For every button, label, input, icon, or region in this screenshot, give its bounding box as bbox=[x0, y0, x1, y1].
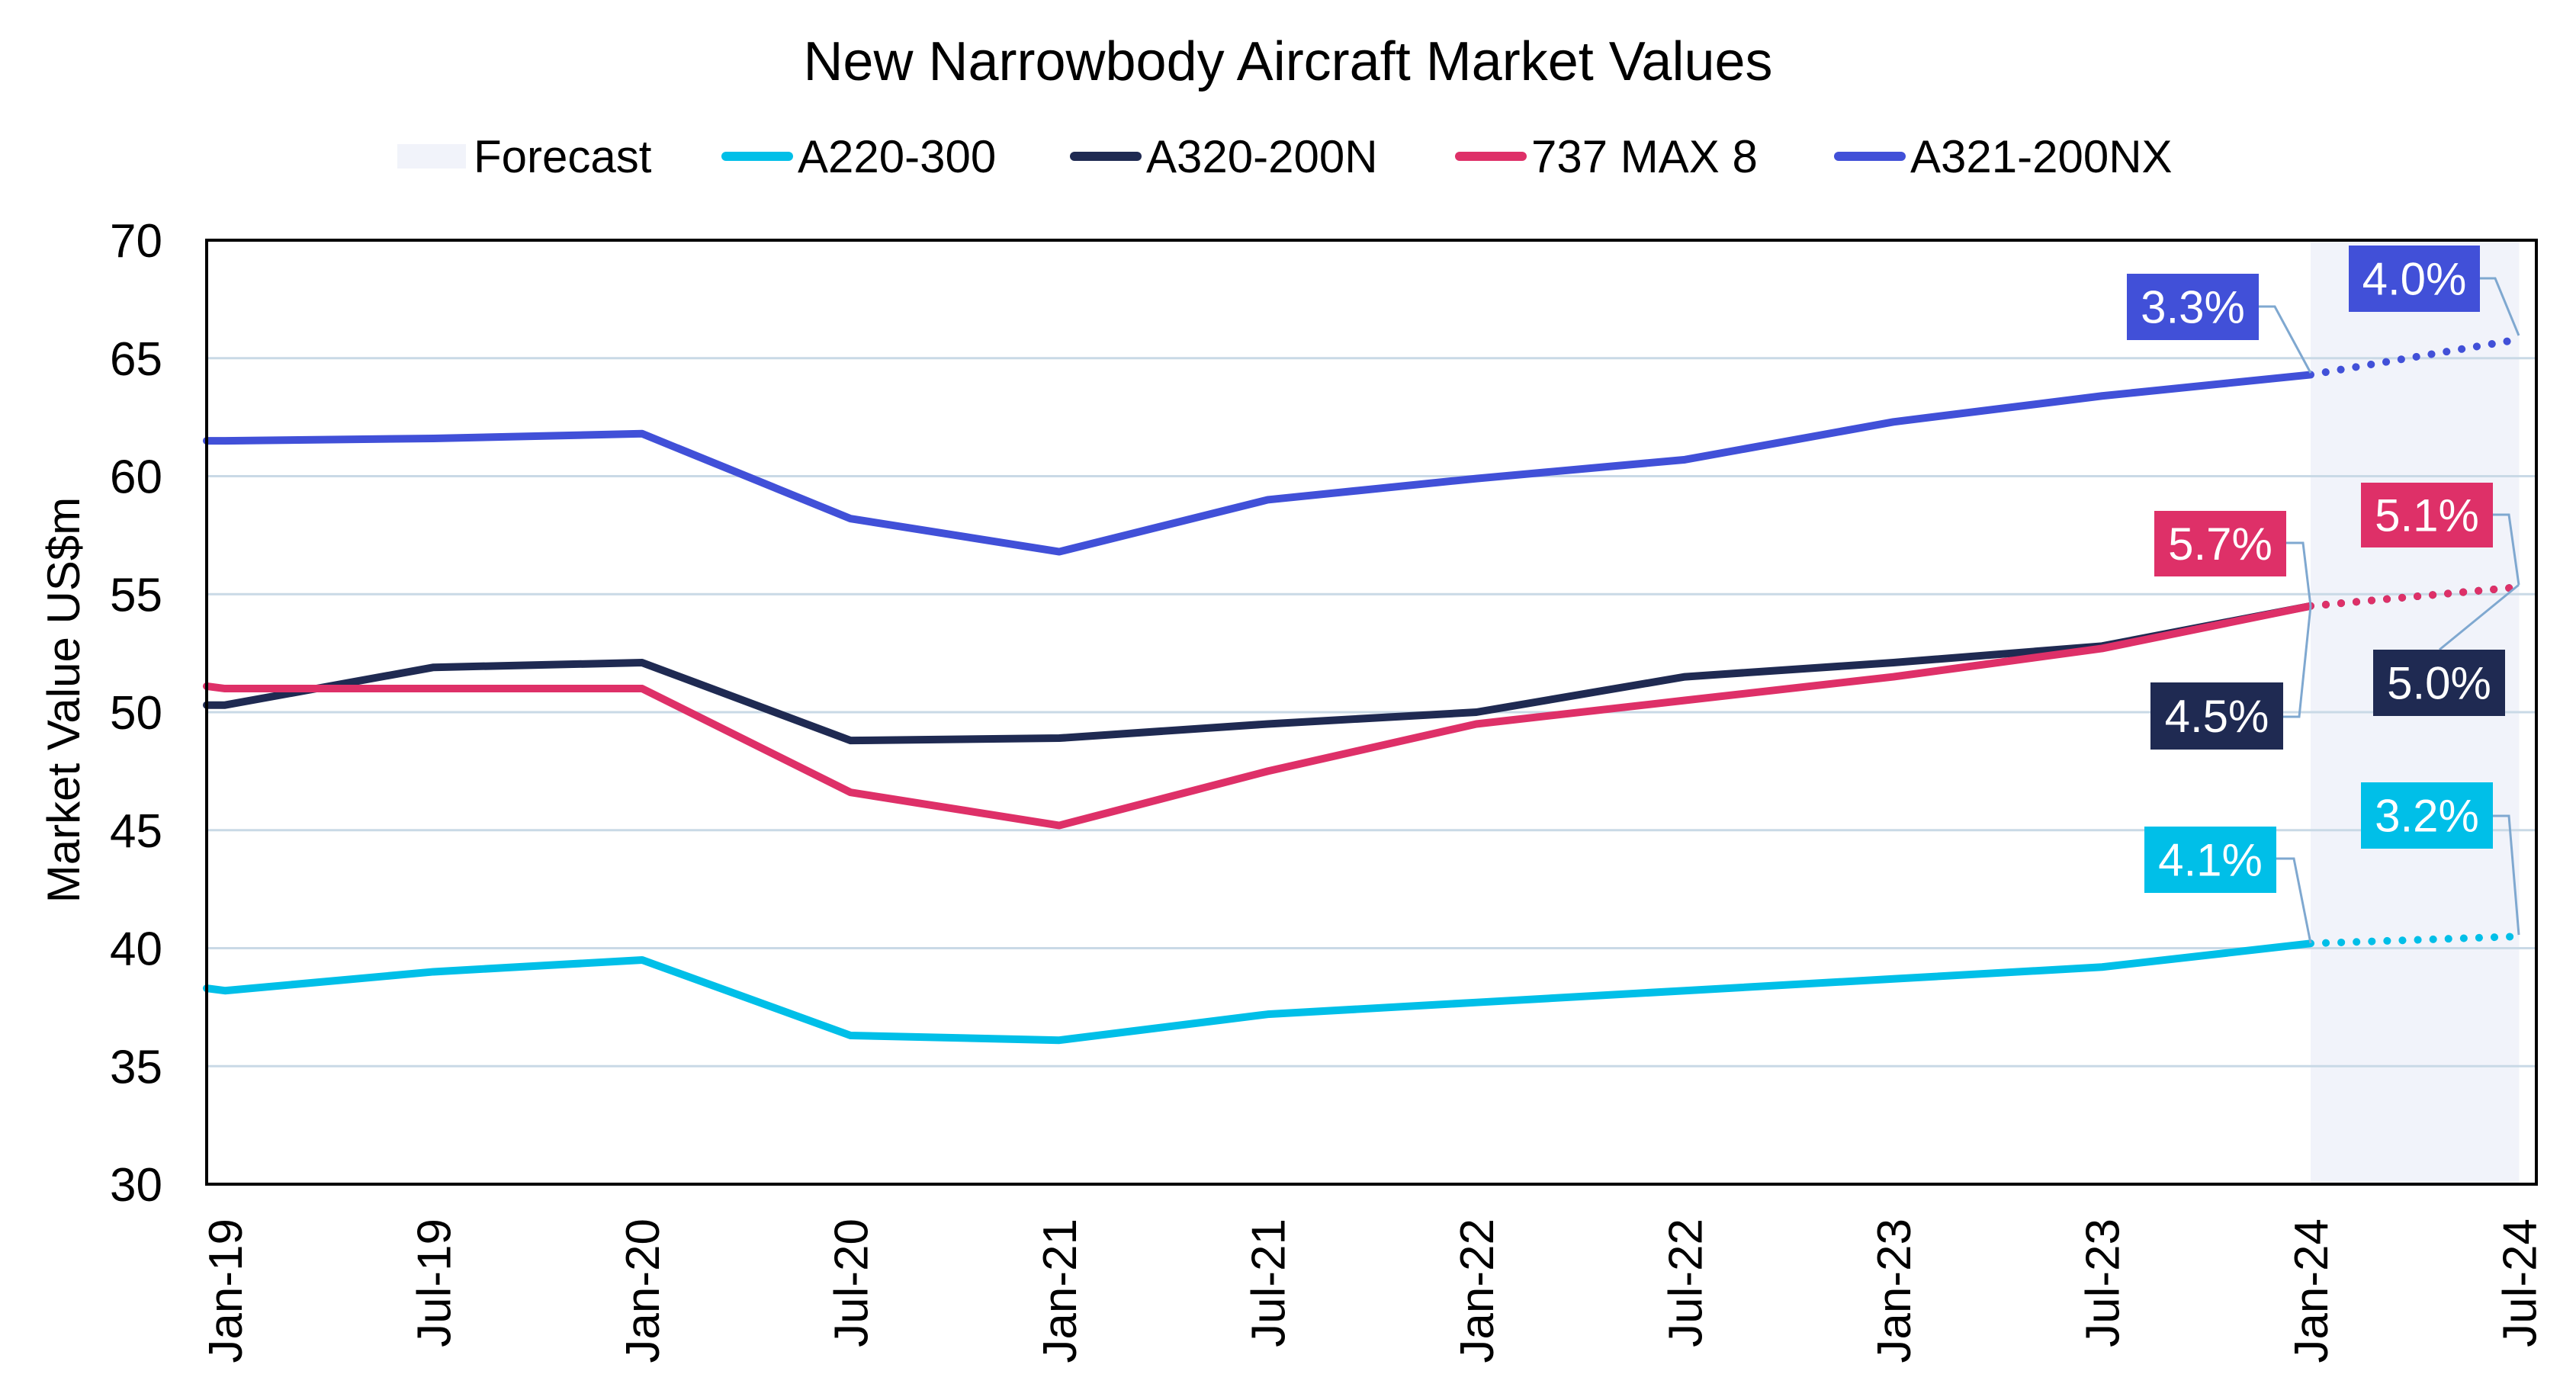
actual-line bbox=[203, 602, 2314, 830]
line-swatch-icon bbox=[1834, 152, 1906, 161]
legend-item-737-max-8: 737 MAX 8 bbox=[1455, 130, 1758, 183]
forecast-dotted-line bbox=[2307, 933, 2523, 948]
label-box bbox=[2373, 650, 2505, 716]
actual-line bbox=[203, 371, 2314, 556]
label-text: 3.3% bbox=[2141, 282, 2245, 333]
leader-line bbox=[2259, 305, 2312, 374]
x-tick-label: Jul-24 bbox=[2494, 1218, 2547, 1347]
y-axis-title: Market Value US$m bbox=[38, 497, 89, 903]
label-text: 3.2% bbox=[2375, 791, 2479, 842]
legend-label: Forecast bbox=[474, 130, 652, 182]
y-tick-label: 55 bbox=[110, 569, 162, 621]
actual-line bbox=[203, 939, 2314, 1045]
y-tick-label: 35 bbox=[110, 1041, 162, 1093]
chart-title: New Narrowbody Aircraft Market Values bbox=[803, 31, 1773, 92]
forecast-swatch-icon bbox=[397, 144, 466, 169]
label-text: 4.1% bbox=[2158, 835, 2263, 886]
y-tick-label: 60 bbox=[110, 451, 162, 504]
growth-label: 5.0% bbox=[2373, 583, 2520, 716]
y-tick-label: 50 bbox=[110, 687, 162, 740]
series-lines bbox=[203, 335, 2523, 1045]
forecast-dotted-line bbox=[2307, 583, 2523, 610]
series-a220-300 bbox=[203, 933, 2523, 1045]
x-tick-label: Jan-24 bbox=[2285, 1218, 2338, 1363]
leader-line bbox=[2480, 277, 2520, 336]
series-a321-200nx bbox=[203, 335, 2523, 556]
actual-line bbox=[203, 602, 2314, 745]
label-text: 5.7% bbox=[2168, 519, 2272, 570]
growth-label: 3.3% bbox=[2127, 274, 2312, 374]
x-tick-label: Jul-22 bbox=[1660, 1218, 1713, 1347]
leader-line bbox=[2283, 605, 2312, 718]
x-tick-label: Jan-23 bbox=[1868, 1218, 1921, 1363]
forecast-dotted-line bbox=[2307, 335, 2523, 379]
label-box bbox=[2361, 782, 2493, 849]
growth-label: 4.1% bbox=[2144, 827, 2312, 944]
y-tick-label: 40 bbox=[110, 923, 162, 976]
label-box bbox=[2349, 246, 2480, 312]
leader-line bbox=[2276, 857, 2312, 944]
y-tick-label: 45 bbox=[110, 805, 162, 858]
x-tick-label: Jul-20 bbox=[826, 1218, 878, 1347]
plot-border bbox=[205, 239, 2538, 1186]
x-tick-label: Jan-20 bbox=[617, 1218, 670, 1363]
growth-annotations: 4.1% 3.2% 4.5% 5.0% 5.7% 5.1% 3.3% 4.0% bbox=[2127, 246, 2520, 944]
x-tick-label: Jan-22 bbox=[1451, 1218, 1504, 1363]
legend-item-a220-300: A220-300 bbox=[721, 130, 996, 183]
axes bbox=[205, 239, 2538, 1186]
x-tick-labels: Jan-19 Jul-19 Jan-20 Jul-20 Jan-21 Jul-21 Jan-… bbox=[200, 1218, 2547, 1363]
leader-line bbox=[2286, 541, 2312, 607]
label-box bbox=[2154, 511, 2286, 576]
x-tick-label: Jul-19 bbox=[409, 1218, 461, 1347]
leader-line bbox=[2493, 814, 2520, 936]
y-tick-label: 70 bbox=[110, 215, 162, 268]
legend-item-a320-200n: A320-200N bbox=[1070, 130, 1378, 183]
x-tick-label: Jul-23 bbox=[2077, 1218, 2130, 1347]
label-text: 5.1% bbox=[2375, 490, 2479, 541]
leader-line bbox=[2439, 583, 2520, 651]
line-swatch-icon bbox=[721, 152, 793, 161]
series-737-max-8 bbox=[203, 583, 2523, 830]
legend: Forecast A220-300 A320-200N 737 MAX 8 A3… bbox=[0, 130, 2576, 183]
legend-label: A320-200N bbox=[1146, 130, 1378, 182]
label-text: 5.0% bbox=[2387, 658, 2491, 709]
y-tick-labels: 30 35 40 45 50 55 60 65 70 bbox=[110, 215, 162, 1212]
x-tick-label: Jan-19 bbox=[200, 1218, 252, 1363]
x-tick-label: Jul-21 bbox=[1243, 1218, 1296, 1347]
line-swatch-icon bbox=[1070, 152, 1142, 161]
x-tick-label: Jan-21 bbox=[1034, 1218, 1087, 1363]
growth-label: 3.2% bbox=[2361, 782, 2520, 936]
label-box bbox=[2361, 483, 2493, 547]
growth-label: 4.5% bbox=[2150, 605, 2312, 750]
label-text: 4.0% bbox=[2362, 254, 2467, 305]
label-box bbox=[2127, 274, 2259, 340]
leader-line bbox=[2493, 513, 2520, 586]
growth-label: 5.7% bbox=[2154, 511, 2312, 607]
y-tick-label: 30 bbox=[110, 1159, 162, 1212]
growth-label: 4.0% bbox=[2349, 246, 2520, 336]
line-swatch-icon bbox=[1455, 152, 1527, 161]
legend-item-a321-200nx: A321-200NX bbox=[1834, 130, 2173, 183]
y-tick-label: 65 bbox=[110, 333, 162, 386]
legend-label: A220-300 bbox=[798, 130, 997, 182]
label-box bbox=[2144, 827, 2276, 893]
growth-label: 5.1% bbox=[2361, 483, 2520, 586]
legend-label: A321-200NX bbox=[1910, 130, 2173, 182]
label-text: 4.5% bbox=[2165, 691, 2269, 742]
legend-item-forecast: Forecast bbox=[397, 130, 651, 183]
legend-label: 737 MAX 8 bbox=[1531, 130, 1758, 182]
label-box bbox=[2150, 682, 2283, 750]
